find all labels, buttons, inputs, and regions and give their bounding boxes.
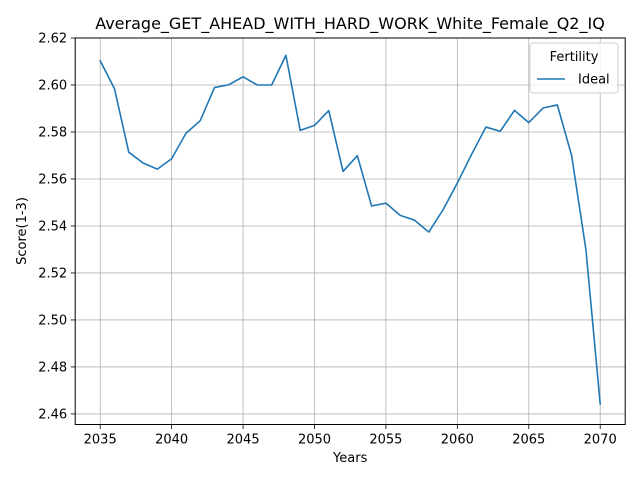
x-tick-label: 2060	[441, 433, 474, 448]
legend-title: Fertility	[550, 50, 599, 65]
plot-area-frame	[74, 37, 626, 425]
x-tick-label: 2065	[512, 433, 545, 448]
x-axis-title: Years	[332, 451, 368, 466]
y-tick-label: 2.60	[38, 78, 67, 93]
y-tick-label: 2.52	[38, 266, 67, 281]
legend-label-ideal: Ideal	[578, 73, 610, 88]
y-axis: 2.46 2.48 2.50 2.52 2.54 2.56 2.58 2.60 2.62	[38, 32, 76, 422]
series-lines	[99, 54, 602, 405]
y-tick-label: 2.48	[38, 360, 67, 375]
chart-title: Average_GET_AHEAD_WITH_HARD_WORK_White_F…	[95, 14, 605, 34]
y-tick-label: 2.54	[38, 219, 67, 234]
grid-lines	[75, 37, 626, 425]
x-tick-label: 2045	[227, 433, 260, 448]
x-tick-label: 2055	[369, 433, 402, 448]
x-tick-label: 2070	[584, 433, 617, 448]
x-axis: 2035 2040 2045 2050 2055 2060 2065 2070	[84, 424, 617, 448]
series-line-ideal	[99, 54, 602, 405]
y-axis-title: Score(1-3)	[15, 197, 30, 265]
x-tick-label: 2040	[155, 433, 188, 448]
y-tick-label: 2.56	[38, 172, 67, 187]
legend: Fertility Ideal	[529, 42, 619, 94]
y-tick-label: 2.46	[38, 407, 67, 422]
y-tick-label: 2.62	[38, 32, 67, 47]
x-tick-label: 2035	[84, 433, 117, 448]
y-tick-label: 2.58	[38, 125, 67, 140]
legend-box	[529, 42, 619, 94]
x-tick-label: 2050	[298, 433, 331, 448]
y-tick-label: 2.50	[38, 313, 67, 328]
